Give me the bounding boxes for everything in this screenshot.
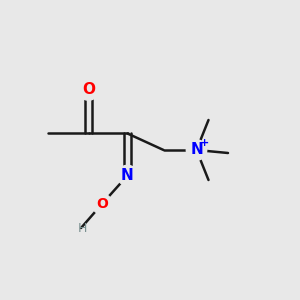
Text: O: O <box>82 82 95 98</box>
Circle shape <box>186 140 207 160</box>
Text: +: + <box>200 137 209 148</box>
Circle shape <box>92 194 112 214</box>
Circle shape <box>78 80 99 100</box>
Text: N: N <box>190 142 203 158</box>
Text: O: O <box>96 197 108 211</box>
Text: H: H <box>78 221 87 235</box>
Text: N: N <box>121 168 134 183</box>
Circle shape <box>117 165 138 186</box>
